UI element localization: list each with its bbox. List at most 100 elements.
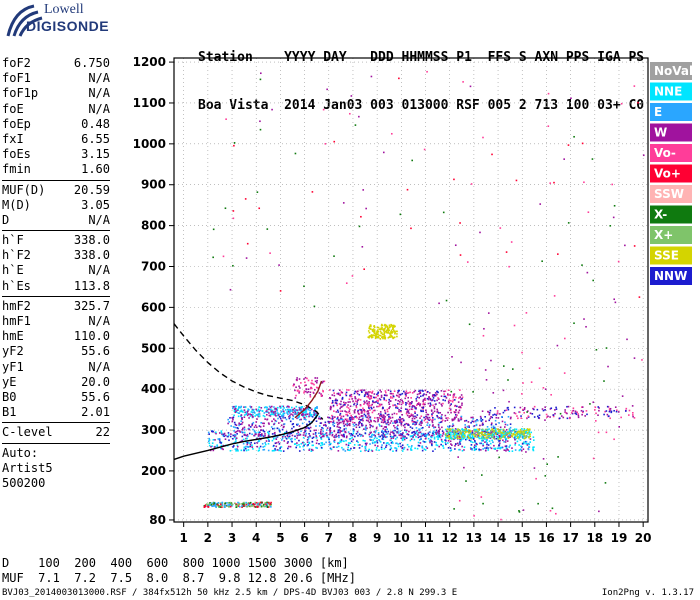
echo-point [362, 417, 364, 419]
echo-point [553, 295, 556, 297]
echo-point [406, 443, 409, 446]
echo-point [405, 429, 408, 432]
echo-point [397, 391, 399, 394]
echo-point [270, 405, 273, 408]
y-tick-label: 600 [141, 300, 166, 314]
echo-point [310, 408, 313, 411]
echo-point [403, 437, 405, 440]
echo-point [305, 418, 307, 421]
param-name: foEp [2, 116, 31, 131]
echo-point [454, 414, 457, 416]
echo-point [296, 444, 298, 447]
echo-point [392, 324, 394, 327]
echo-point [449, 408, 452, 411]
echo-point [329, 408, 332, 411]
echo-point [512, 433, 515, 436]
echo-point [368, 397, 370, 399]
echo-point [348, 410, 351, 413]
echo-point [458, 448, 460, 451]
echo-point [337, 392, 340, 395]
echo-point [383, 419, 386, 421]
plot-frame [173, 57, 649, 523]
echo-point [340, 418, 343, 421]
echo-point [374, 420, 377, 423]
echo-point [494, 426, 496, 429]
echo-point [336, 418, 338, 420]
echo-point [431, 421, 434, 424]
echo-point [563, 158, 565, 160]
echo-point [375, 430, 377, 432]
param-name: foF1p [2, 86, 39, 101]
echo-point [232, 264, 234, 267]
echo-point [386, 432, 389, 435]
echo-point [455, 416, 458, 418]
x-tick-label: 7 [325, 531, 333, 545]
echo-point [447, 394, 449, 397]
param-name: Auto: [2, 445, 39, 460]
echo-point [494, 419, 497, 422]
echo-point [632, 414, 634, 416]
echo-point [517, 430, 520, 433]
echo-point [462, 432, 464, 435]
echo-point [490, 416, 492, 418]
y-tick-label: 900 [141, 178, 166, 192]
param-name: 500200 [2, 475, 46, 490]
echo-point [421, 446, 424, 449]
echo-point [542, 458, 545, 460]
echo-point [577, 416, 580, 419]
echo-point [420, 424, 422, 427]
echo-point [448, 430, 451, 433]
echo-point [419, 428, 421, 431]
echo-point [472, 425, 475, 428]
echo-point [333, 441, 336, 443]
echo-point [391, 332, 393, 334]
echo-point [372, 400, 374, 403]
echo-point [343, 440, 345, 443]
echo-point [433, 395, 435, 397]
echo-point [228, 439, 230, 442]
echo-point [434, 403, 437, 406]
echo-point [298, 439, 300, 442]
echo-point [284, 409, 287, 411]
echo-point [392, 331, 394, 333]
x-tick-label: 16 [538, 531, 555, 545]
echo-point [440, 443, 442, 446]
echo-point [582, 410, 584, 413]
echo-point [503, 430, 506, 433]
echo-point [315, 429, 317, 432]
echo-point [470, 416, 473, 419]
echo-point [301, 441, 304, 444]
echo-point [387, 442, 389, 444]
echo-point [340, 391, 343, 394]
echo-point [347, 444, 350, 447]
echo-point [566, 405, 568, 408]
echo-point [233, 144, 235, 147]
echo-point [501, 416, 503, 418]
echo-point [275, 415, 277, 417]
echo-point [382, 434, 384, 437]
echo-point [617, 411, 620, 413]
echo-point [567, 222, 570, 224]
echo-point [407, 396, 409, 399]
echo-point [319, 418, 322, 420]
param-name: yE [2, 374, 17, 389]
echo-point [480, 417, 482, 420]
echo-point [303, 390, 306, 393]
echo-point [508, 446, 511, 448]
echo-point [411, 401, 413, 403]
echo-point [240, 449, 243, 452]
echo-point [459, 431, 461, 433]
echo-point [303, 378, 305, 380]
echo-point [377, 432, 380, 434]
echo-point [233, 430, 235, 432]
echo-point [234, 502, 236, 505]
echo-point [419, 421, 422, 423]
echo-point [333, 446, 336, 448]
echo-point [260, 434, 262, 436]
echo-point [328, 429, 331, 431]
echo-point [504, 441, 507, 443]
echo-point [427, 433, 429, 436]
echo-point [208, 442, 211, 444]
echo-point [333, 140, 336, 143]
echo-point [431, 399, 433, 402]
